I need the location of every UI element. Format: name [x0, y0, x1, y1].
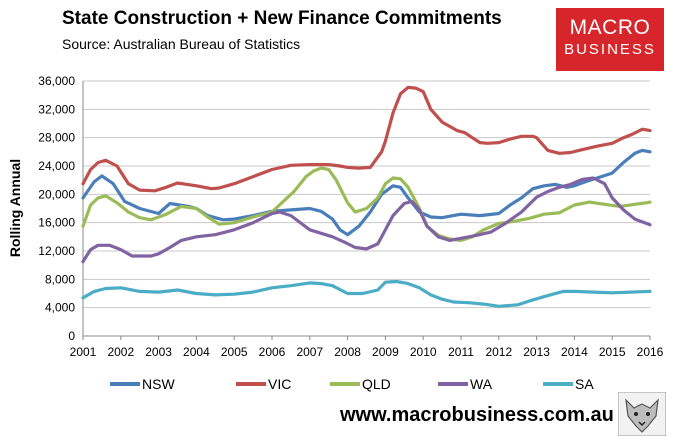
- x-tick-label: 2004: [183, 345, 210, 359]
- x-tick-label: 2002: [107, 345, 134, 359]
- legend-item-sa: SA: [543, 376, 594, 392]
- y-tick-label: 28,000: [38, 131, 75, 145]
- x-tick-label: 2013: [523, 345, 550, 359]
- x-tick-label: 2012: [485, 345, 512, 359]
- y-tick-label: 24,000: [38, 159, 75, 173]
- series-line-sa: [81, 279, 652, 308]
- series-line-nsw: [81, 148, 652, 237]
- series-line-qld: [81, 166, 652, 242]
- legend-item-vic: VIC: [236, 376, 291, 392]
- chart-legend: NSW VIC QLD WA SA: [110, 376, 594, 392]
- chart-axes: [82, 81, 651, 340]
- logo-line-1: MACRO: [569, 16, 651, 39]
- chart-series: [81, 85, 652, 308]
- chart-gridlines: [83, 80, 650, 309]
- y-tick-label: 16,000: [38, 216, 75, 230]
- y-axis-ticks: 0 4,000 8,000 12,000 16,000 20,000 24,000 28,00…: [38, 74, 75, 343]
- y-tick-label: 0: [68, 329, 75, 343]
- chart-subtitle: Source: Australian Bureau of Statistics: [62, 36, 301, 52]
- chart-title: State Construction + New Finance Commitm…: [62, 8, 502, 29]
- x-tick-label: 2010: [410, 345, 437, 359]
- x-tick-label: 2008: [334, 345, 361, 359]
- legend-label: SA: [575, 376, 594, 392]
- legend-label: NSW: [142, 376, 175, 392]
- y-tick-label: 36,000: [38, 74, 75, 88]
- x-tick-label: 2001: [70, 345, 97, 359]
- y-tick-label: 20,000: [38, 187, 75, 201]
- footer-url: www.macrobusiness.com.au: [340, 404, 614, 426]
- x-tick-label: 2009: [372, 345, 399, 359]
- y-tick-label: 8,000: [45, 272, 75, 286]
- legend-item-nsw: NSW: [110, 376, 175, 392]
- x-tick-label: 2005: [221, 345, 248, 359]
- legend-item-wa: WA: [438, 376, 493, 392]
- y-tick-label: 32,000: [38, 102, 75, 116]
- wolf-logo-icon: [618, 392, 666, 436]
- x-tick-label: 2016: [637, 345, 664, 359]
- x-tick-label: 2014: [561, 345, 588, 359]
- y-tick-label: 4,000: [45, 301, 75, 315]
- x-tick-label: 2015: [599, 345, 626, 359]
- x-tick-label: 2006: [259, 345, 286, 359]
- logo-line-2: BUSINESS: [564, 41, 656, 58]
- legend-label: VIC: [268, 376, 291, 392]
- y-axis-label: Rolling Annual: [7, 159, 23, 257]
- legend-label: WA: [470, 376, 493, 392]
- x-tick-label: 2011: [448, 345, 474, 359]
- legend-item-qld: QLD: [330, 376, 391, 392]
- y-tick-label: 12,000: [38, 244, 75, 258]
- x-tick-label: 2007: [296, 345, 323, 359]
- series-line-wa: [81, 176, 652, 264]
- series-line-vic: [81, 85, 652, 193]
- legend-label: QLD: [362, 376, 391, 392]
- x-tick-label: 2003: [145, 345, 172, 359]
- macrobusiness-logo: MACRO BUSINESS: [556, 8, 664, 71]
- x-axis-ticks: 2001 2002 2003 2004 2005 2006 2007 2008 2009 2010…: [70, 345, 664, 359]
